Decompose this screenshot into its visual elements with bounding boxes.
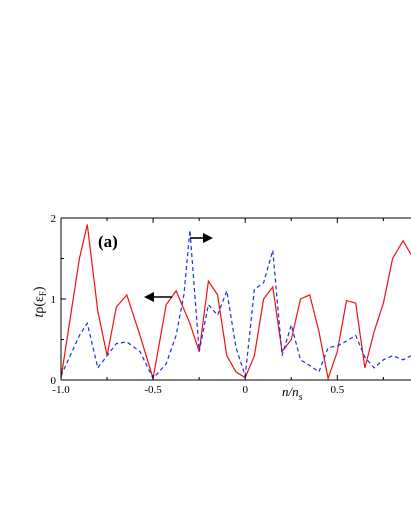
left-arrow-icon (144, 292, 172, 302)
series-line-dashed (60, 230, 411, 380)
y-tick-label: 0 (51, 375, 57, 387)
x-tick-label: -0.5 (144, 384, 162, 396)
x-tick-label: 0 (242, 384, 248, 396)
x-axis-label: n/ns (282, 384, 303, 403)
series-line-solid (60, 224, 411, 381)
y-axis-label: tρ(εF) (32, 286, 48, 317)
y-tick-label: 2 (51, 213, 57, 225)
right-arrow-icon (190, 233, 213, 243)
x-tick-label: -1.0 (52, 384, 70, 396)
y-tick-label: 1 (51, 294, 57, 306)
ticks-layer: 0 1 2 -1.0 -0.5 0 0.5 (51, 213, 384, 396)
x-tick-label: 0.5 (330, 384, 344, 396)
panel-label: (a) (98, 232, 118, 251)
